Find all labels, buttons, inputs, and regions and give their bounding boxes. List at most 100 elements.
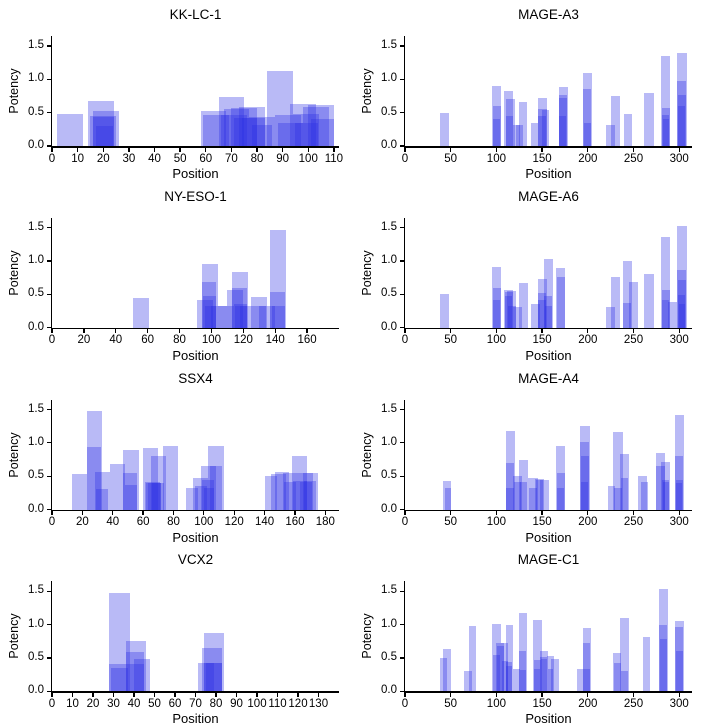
x-tick <box>102 147 104 152</box>
potency-bar <box>677 53 687 146</box>
potency-bar <box>497 645 504 692</box>
subplot-title: NY-ESO-1 <box>164 188 227 204</box>
potency-bar <box>534 478 544 510</box>
potency-bar <box>533 669 541 692</box>
x-tick <box>587 692 589 697</box>
potency-bar <box>538 299 546 328</box>
x-tick-label: 300 <box>669 334 689 347</box>
x-tick-label: 70 <box>224 152 238 165</box>
x-axis-label: Position <box>172 529 219 545</box>
potency-bar <box>443 480 451 510</box>
potency-bar <box>674 455 683 510</box>
potency-bar <box>96 488 109 510</box>
x-tick-label: 20 <box>86 697 100 710</box>
x-tick <box>306 329 308 334</box>
potency-bar <box>445 487 451 510</box>
y-axis-label: Potency <box>7 431 21 478</box>
potency-bar <box>619 617 629 692</box>
x-tick-label: 50 <box>444 516 458 528</box>
potency-bar <box>152 482 165 510</box>
y-tick <box>46 112 51 114</box>
potency-bar <box>519 283 529 328</box>
y-tick-label: 0.5 <box>28 105 44 118</box>
x-tick <box>210 329 213 334</box>
x-tick <box>147 329 149 334</box>
y-tick <box>46 442 51 444</box>
potency-bar <box>233 118 257 146</box>
potency-bar <box>675 651 683 692</box>
potency-bar <box>235 305 247 328</box>
x-tick-label: 180 <box>315 516 335 528</box>
y-tick-label: 0.5 <box>381 650 397 663</box>
potency-bar <box>519 459 529 510</box>
x-tick <box>256 147 258 152</box>
potency-bar <box>310 118 334 146</box>
potency-bar <box>543 295 553 328</box>
x-tick <box>179 147 181 152</box>
x-tick <box>115 329 117 334</box>
x-tick-label: 150 <box>532 334 552 347</box>
x-tick <box>450 511 452 515</box>
potency-bar <box>542 110 550 146</box>
potency-bar <box>239 107 265 146</box>
potency-bar <box>57 114 83 146</box>
potency-bar <box>203 632 225 692</box>
potency-bar <box>675 482 682 510</box>
x-tick <box>274 329 276 334</box>
y-axis-label: Potency <box>7 250 21 296</box>
y-axis-label: Potency <box>360 250 374 296</box>
y-axis-label: Potency <box>7 613 21 659</box>
y-tick <box>46 590 51 592</box>
x-tick-label: 40 <box>148 152 161 165</box>
potency-bar <box>555 268 565 328</box>
subplot-title: SSX4 <box>178 370 213 386</box>
y-tick <box>46 657 51 659</box>
x-axis-label: Position <box>172 711 219 727</box>
potency-bar <box>299 481 312 510</box>
y-tick <box>46 508 51 511</box>
potency-bar <box>284 481 297 510</box>
x-tick-label: 150 <box>532 697 552 710</box>
x-axis-label: Position <box>172 166 219 181</box>
potency-bar <box>660 639 668 692</box>
x-axis-line <box>50 327 339 330</box>
potency-bar <box>505 625 513 692</box>
potency-bar <box>519 102 527 146</box>
x-tick-label: 100 <box>486 516 506 528</box>
y-tick-label: 0.0 <box>381 502 397 515</box>
subplot-title: MAGE-A6 <box>518 188 579 204</box>
potency-bar <box>194 485 207 510</box>
potency-bar <box>223 109 250 146</box>
x-tick <box>215 692 217 697</box>
potency-bar <box>147 482 162 510</box>
potency-bar <box>308 105 334 146</box>
potency-bar <box>274 114 301 146</box>
y-tick-label: 0.5 <box>28 287 44 300</box>
x-tick-label: 100 <box>486 697 506 710</box>
y-tick-label: 0.5 <box>28 650 44 663</box>
subplot-title: MAGE-C1 <box>517 552 580 568</box>
x-tick <box>324 511 326 515</box>
potency-bar <box>491 623 501 692</box>
subplot-title: KK-LC-1 <box>169 7 222 22</box>
potency-bar <box>546 655 554 692</box>
potency-bar <box>202 479 215 510</box>
potency-bar <box>264 475 277 510</box>
potency-bar <box>251 297 268 328</box>
y-tick-label: 0.5 <box>381 287 397 300</box>
potency-bar <box>659 589 669 692</box>
y-tick-label: 1.0 <box>28 617 44 630</box>
potency-bar <box>209 465 223 510</box>
x-tick <box>541 147 543 152</box>
x-tick <box>112 511 114 515</box>
potency-bar <box>232 287 247 328</box>
potency-bar <box>144 482 160 510</box>
potency-bar <box>277 122 304 146</box>
y-tick <box>46 45 51 47</box>
x-tick <box>233 511 235 515</box>
potency-bar <box>543 259 554 328</box>
x-tick <box>317 692 320 697</box>
x-tick <box>178 329 181 334</box>
potency-bar <box>678 280 686 328</box>
potency-bar <box>581 456 589 510</box>
